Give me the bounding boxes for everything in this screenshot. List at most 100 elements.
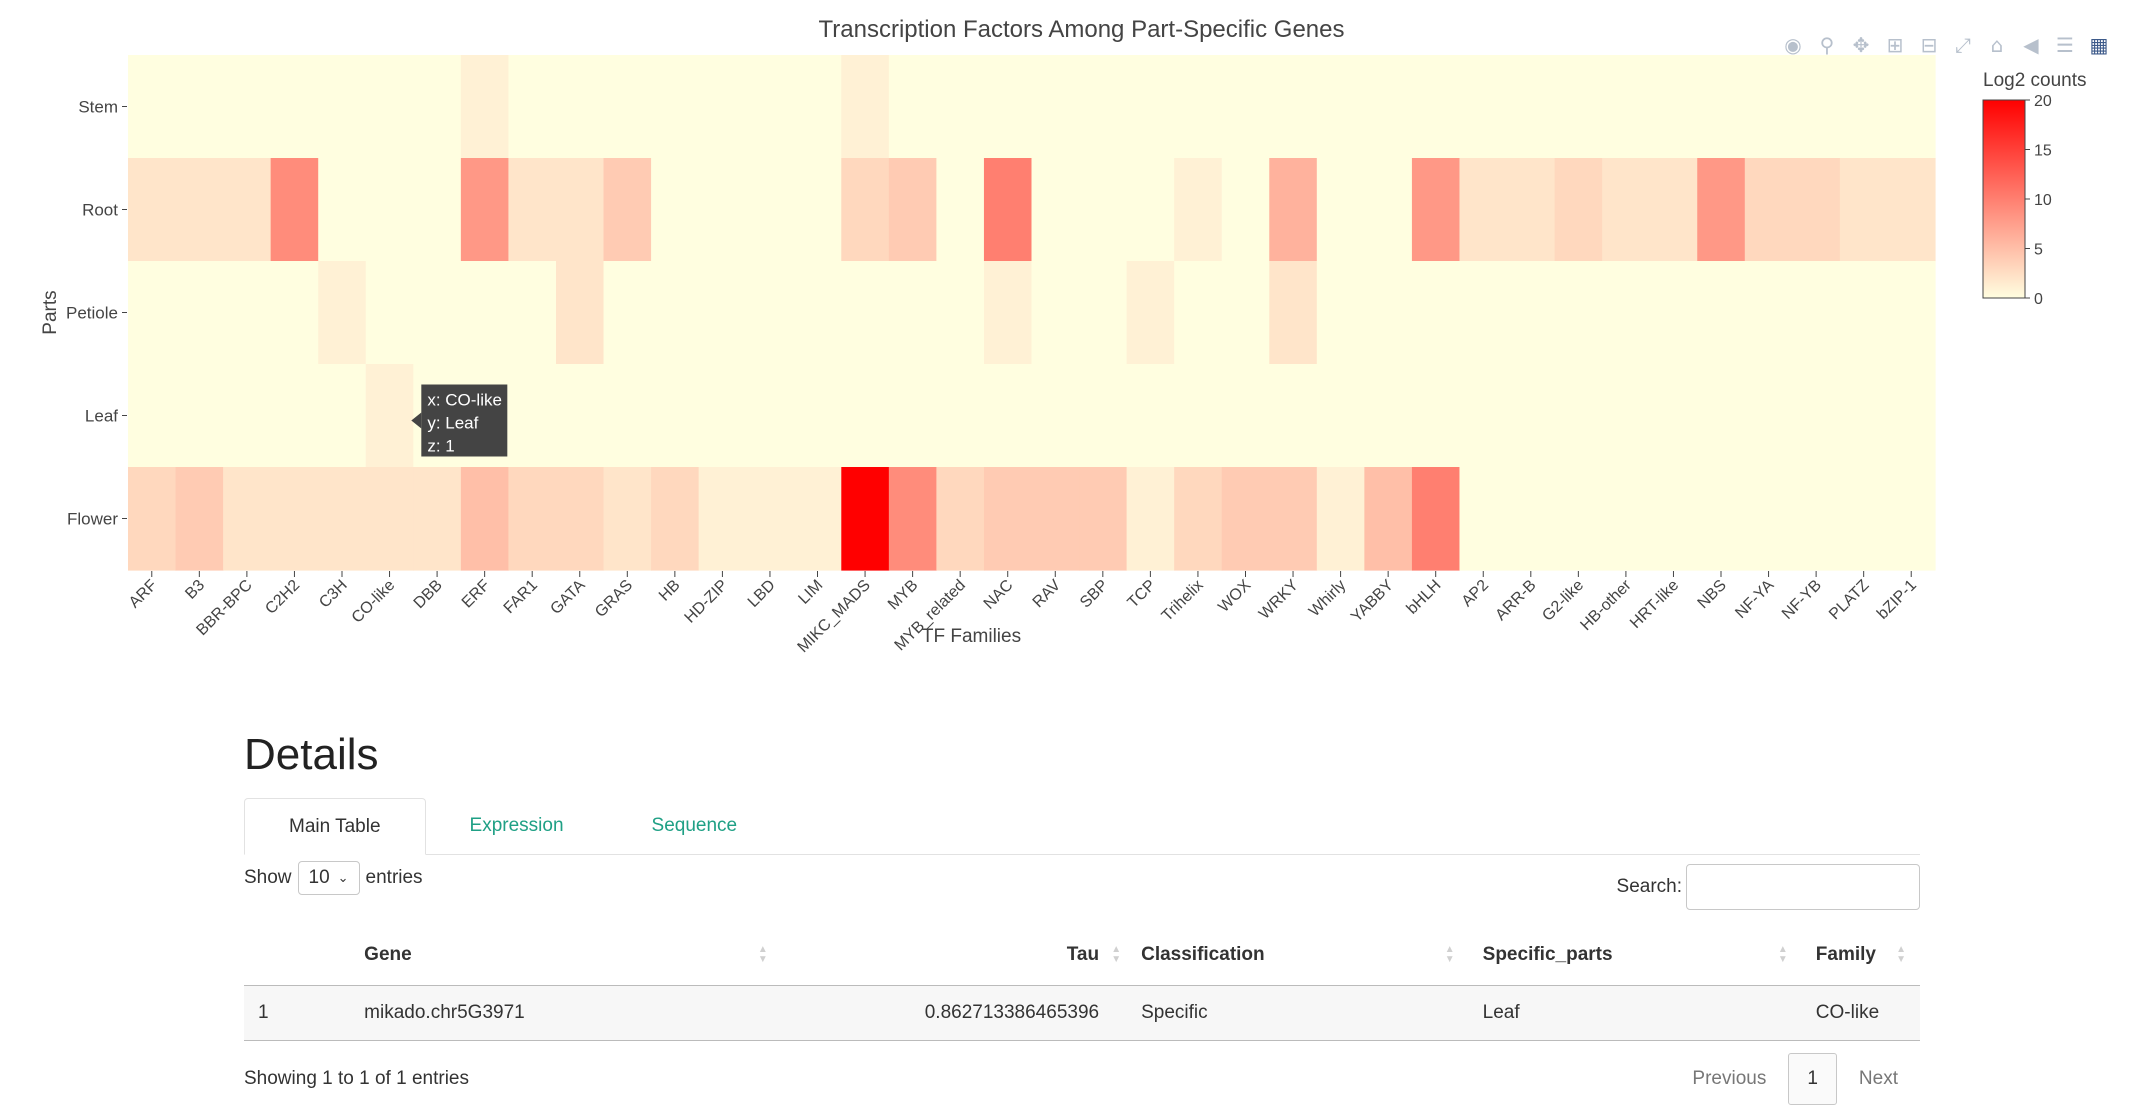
heatmap-cell[interactable] [1364, 55, 1413, 159]
heatmap-cell[interactable] [413, 467, 462, 571]
heatmap-cell[interactable] [936, 261, 985, 365]
heatmap-cell[interactable] [651, 364, 700, 468]
heatmap-cell[interactable] [746, 55, 795, 159]
heatmap-cell[interactable] [508, 467, 557, 571]
heatmap-cell[interactable] [1411, 261, 1461, 365]
heatmap-cell[interactable] [1459, 158, 1508, 262]
heatmap-cell[interactable] [270, 261, 319, 365]
pan-icon[interactable]: ✥ [1852, 33, 1870, 57]
heatmap-cell[interactable] [1554, 158, 1603, 262]
heatmap-cell[interactable] [1031, 55, 1080, 159]
heatmap-cell[interactable] [1221, 364, 1270, 468]
heatmap-cell[interactable] [1744, 158, 1793, 262]
heatmap-cell[interactable] [318, 261, 367, 365]
heatmap-cell[interactable] [1792, 467, 1841, 571]
heatmap-cell[interactable] [983, 261, 1033, 365]
heatmap-cell[interactable] [1697, 364, 1746, 468]
heatmap-cell[interactable] [1887, 261, 1936, 365]
heatmap-cell[interactable] [365, 467, 414, 571]
heatmap-cell[interactable] [1031, 158, 1080, 262]
specific-parts-header[interactable]: Specific_parts ▲ ▼ [1468, 925, 1802, 986]
classification-header[interactable]: Classification ▲ ▼ [1127, 925, 1469, 986]
search-input[interactable] [1686, 864, 1920, 910]
heatmap-cell[interactable] [175, 55, 224, 159]
heatmap-cell[interactable] [841, 364, 890, 468]
heatmap-cell[interactable] [175, 467, 224, 571]
heatmap-cell[interactable] [508, 158, 557, 262]
heatmap-cell[interactable] [1316, 467, 1365, 571]
heatmap-cell[interactable] [1126, 158, 1175, 262]
heatmap-cell[interactable] [1364, 261, 1413, 365]
heatmap-cell[interactable] [318, 158, 367, 262]
heatmap-cell[interactable] [270, 158, 319, 262]
heatmap-cell[interactable] [1221, 261, 1270, 365]
heatmap-cell[interactable] [1602, 467, 1651, 571]
heatmap-cell[interactable] [1174, 467, 1223, 571]
heatmap-cell[interactable] [793, 364, 842, 468]
family-header[interactable]: Family ▲ ▼ [1801, 925, 1920, 986]
heatmap-cell[interactable] [555, 364, 605, 468]
heatmap-cell[interactable] [1554, 467, 1603, 571]
heatmap-cell[interactable] [128, 364, 177, 468]
heatmap-cell[interactable] [603, 261, 652, 365]
heatmap-cell[interactable] [746, 467, 795, 571]
heatmap-cell[interactable] [1649, 261, 1698, 365]
heatmap-cell[interactable] [128, 55, 177, 159]
heatmap-cell[interactable] [888, 261, 937, 365]
heatmap-cell[interactable] [983, 55, 1033, 159]
heatmap-cell[interactable] [1602, 364, 1651, 468]
heatmap-cell[interactable] [1221, 55, 1270, 159]
heatmap-cell[interactable] [318, 364, 367, 468]
heatmap-cell[interactable] [1364, 467, 1413, 571]
home-icon[interactable]: ⌂ [1990, 33, 2004, 57]
heatmap-cell[interactable] [223, 261, 272, 365]
heatmap-cell[interactable] [698, 364, 747, 468]
heatmap-cell[interactable] [1792, 55, 1841, 159]
heatmap-cell[interactable] [603, 467, 652, 571]
heatmap-cell[interactable] [460, 467, 510, 571]
heatmap-cell[interactable] [1602, 55, 1651, 159]
heatmap-cell[interactable] [603, 364, 652, 468]
heatmap-cell[interactable] [1364, 158, 1413, 262]
heatmap-cell[interactable] [1839, 158, 1889, 262]
heatmap-cell[interactable] [793, 158, 842, 262]
heatmap-cell[interactable] [1839, 261, 1889, 365]
heatmap-cell[interactable] [746, 364, 795, 468]
heatmap-cell[interactable] [128, 261, 177, 365]
heatmap-cell[interactable] [1792, 261, 1841, 365]
heatmap-cell[interactable] [555, 158, 605, 262]
heatmap-cell[interactable] [1744, 261, 1793, 365]
heatmap-cell[interactable] [1744, 55, 1793, 159]
heatmap-cell[interactable] [888, 55, 937, 159]
tab-main-table[interactable]: Main Table [244, 798, 426, 855]
heatmap-cell[interactable] [1839, 467, 1889, 571]
heatmap-cell[interactable] [1079, 55, 1128, 159]
heatmap-cell[interactable] [983, 364, 1033, 468]
heatmap-cell[interactable] [413, 55, 462, 159]
heatmap-cell[interactable] [1411, 364, 1461, 468]
zoom-out-icon[interactable]: ⊟ [1920, 33, 1938, 57]
heatmap-cell[interactable] [1269, 467, 1318, 571]
heatmap-cell[interactable] [888, 467, 937, 571]
tab-expression[interactable]: Expression [469, 815, 564, 836]
heatmap-cell[interactable] [651, 467, 700, 571]
heatmap-cell[interactable] [1126, 364, 1175, 468]
heatmap-cell[interactable] [1079, 364, 1128, 468]
heatmap-cell[interactable] [1316, 364, 1365, 468]
heatmap-cell[interactable] [1221, 467, 1270, 571]
heatmap-cell[interactable] [1554, 261, 1603, 365]
gene-header[interactable]: Gene ▲ ▼ [364, 925, 782, 986]
heatmap-cell[interactable] [1031, 261, 1080, 365]
heatmap-cell[interactable] [508, 261, 557, 365]
heatmap-cell[interactable] [1649, 364, 1698, 468]
heatmap-cell[interactable] [555, 261, 605, 365]
heatmap-cell[interactable] [698, 55, 747, 159]
heatmap-cell[interactable] [1507, 364, 1556, 468]
heatmap-cell[interactable] [365, 158, 414, 262]
heatmap-cell[interactable] [1411, 158, 1461, 262]
heatmap-cell[interactable] [1697, 261, 1746, 365]
heatmap-cell[interactable] [1697, 158, 1746, 262]
heatmap-cell[interactable] [983, 467, 1033, 571]
heatmap-cell[interactable] [1174, 55, 1223, 159]
zoom-icon[interactable]: ⚲ [1819, 33, 1835, 57]
